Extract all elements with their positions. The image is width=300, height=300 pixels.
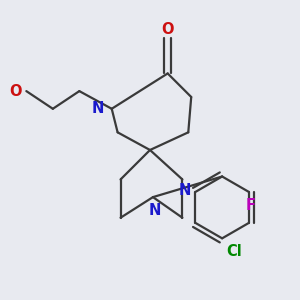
Text: N: N <box>92 101 104 116</box>
Text: N: N <box>148 203 160 218</box>
Text: F: F <box>245 198 255 213</box>
Text: O: O <box>9 84 22 99</box>
Text: O: O <box>161 22 174 37</box>
Text: N: N <box>178 183 191 198</box>
Text: Cl: Cl <box>226 244 242 259</box>
